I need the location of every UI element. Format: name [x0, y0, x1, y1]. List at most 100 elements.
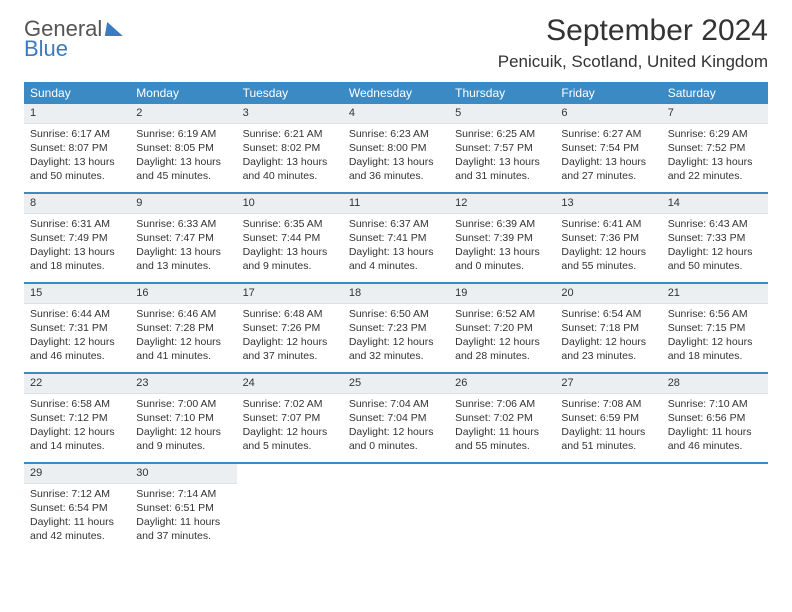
day-cell: 23Sunrise: 7:00 AMSunset: 7:10 PMDayligh…	[130, 374, 236, 462]
day-cell: 8Sunrise: 6:31 AMSunset: 7:49 PMDaylight…	[24, 194, 130, 282]
day-body: Sunrise: 7:12 AMSunset: 6:54 PMDaylight:…	[24, 484, 130, 550]
day-cell: 22Sunrise: 6:58 AMSunset: 7:12 PMDayligh…	[24, 374, 130, 462]
daylight-line: Daylight: 12 hours and 55 minutes.	[561, 245, 655, 273]
sunrise-line: Sunrise: 6:35 AM	[243, 217, 337, 231]
dayhead-tuesday: Tuesday	[237, 82, 343, 104]
daylight-line: Daylight: 13 hours and 4 minutes.	[349, 245, 443, 273]
day-number: 1	[24, 104, 130, 124]
sunrise-line: Sunrise: 7:00 AM	[136, 397, 230, 411]
day-body: Sunrise: 6:41 AMSunset: 7:36 PMDaylight:…	[555, 214, 661, 280]
sunset-line: Sunset: 6:59 PM	[561, 411, 655, 425]
sunset-line: Sunset: 7:36 PM	[561, 231, 655, 245]
sunrise-line: Sunrise: 7:12 AM	[30, 487, 124, 501]
sunset-line: Sunset: 7:47 PM	[136, 231, 230, 245]
day-number: 5	[449, 104, 555, 124]
day-cell	[555, 464, 661, 552]
daylight-line: Daylight: 12 hours and 9 minutes.	[136, 425, 230, 453]
daylight-line: Daylight: 13 hours and 9 minutes.	[243, 245, 337, 273]
daylight-line: Daylight: 12 hours and 23 minutes.	[561, 335, 655, 363]
day-number: 14	[662, 194, 768, 214]
location: Penicuik, Scotland, United Kingdom	[498, 52, 768, 72]
daylight-line: Daylight: 12 hours and 5 minutes.	[243, 425, 337, 453]
daylight-line: Daylight: 11 hours and 46 minutes.	[668, 425, 762, 453]
day-body: Sunrise: 7:10 AMSunset: 6:56 PMDaylight:…	[662, 394, 768, 460]
sunrise-line: Sunrise: 6:43 AM	[668, 217, 762, 231]
sunset-line: Sunset: 7:28 PM	[136, 321, 230, 335]
sunset-line: Sunset: 7:52 PM	[668, 141, 762, 155]
sunset-line: Sunset: 8:00 PM	[349, 141, 443, 155]
header: General Blue September 2024 Penicuik, Sc…	[24, 14, 768, 72]
day-cell: 11Sunrise: 6:37 AMSunset: 7:41 PMDayligh…	[343, 194, 449, 282]
day-cell: 3Sunrise: 6:21 AMSunset: 8:02 PMDaylight…	[237, 104, 343, 192]
sunset-line: Sunset: 7:44 PM	[243, 231, 337, 245]
daylight-line: Daylight: 11 hours and 51 minutes.	[561, 425, 655, 453]
sunset-line: Sunset: 7:04 PM	[349, 411, 443, 425]
dayhead-saturday: Saturday	[662, 82, 768, 104]
day-cell: 17Sunrise: 6:48 AMSunset: 7:26 PMDayligh…	[237, 284, 343, 372]
day-body: Sunrise: 6:21 AMSunset: 8:02 PMDaylight:…	[237, 124, 343, 190]
sunset-line: Sunset: 6:56 PM	[668, 411, 762, 425]
day-body: Sunrise: 7:04 AMSunset: 7:04 PMDaylight:…	[343, 394, 449, 460]
sunrise-line: Sunrise: 6:37 AM	[349, 217, 443, 231]
day-cell	[662, 464, 768, 552]
day-cell: 15Sunrise: 6:44 AMSunset: 7:31 PMDayligh…	[24, 284, 130, 372]
day-body: Sunrise: 6:43 AMSunset: 7:33 PMDaylight:…	[662, 214, 768, 280]
sunset-line: Sunset: 8:05 PM	[136, 141, 230, 155]
day-body: Sunrise: 6:56 AMSunset: 7:15 PMDaylight:…	[662, 304, 768, 370]
sunset-line: Sunset: 7:07 PM	[243, 411, 337, 425]
day-number: 23	[130, 374, 236, 394]
day-body: Sunrise: 6:35 AMSunset: 7:44 PMDaylight:…	[237, 214, 343, 280]
sunset-line: Sunset: 7:10 PM	[136, 411, 230, 425]
week-row: 22Sunrise: 6:58 AMSunset: 7:12 PMDayligh…	[24, 374, 768, 464]
day-body: Sunrise: 7:14 AMSunset: 6:51 PMDaylight:…	[130, 484, 236, 550]
sunset-line: Sunset: 7:20 PM	[455, 321, 549, 335]
daylight-line: Daylight: 12 hours and 14 minutes.	[30, 425, 124, 453]
day-number: 6	[555, 104, 661, 124]
week-row: 8Sunrise: 6:31 AMSunset: 7:49 PMDaylight…	[24, 194, 768, 284]
day-body: Sunrise: 6:46 AMSunset: 7:28 PMDaylight:…	[130, 304, 236, 370]
day-body: Sunrise: 6:44 AMSunset: 7:31 PMDaylight:…	[24, 304, 130, 370]
daylight-line: Daylight: 13 hours and 18 minutes.	[30, 245, 124, 273]
sunset-line: Sunset: 7:33 PM	[668, 231, 762, 245]
sunrise-line: Sunrise: 6:44 AM	[30, 307, 124, 321]
day-number: 4	[343, 104, 449, 124]
sunrise-line: Sunrise: 6:33 AM	[136, 217, 230, 231]
day-cell: 2Sunrise: 6:19 AMSunset: 8:05 PMDaylight…	[130, 104, 236, 192]
daylight-line: Daylight: 12 hours and 37 minutes.	[243, 335, 337, 363]
sunset-line: Sunset: 7:49 PM	[30, 231, 124, 245]
day-cell: 6Sunrise: 6:27 AMSunset: 7:54 PMDaylight…	[555, 104, 661, 192]
day-cell: 20Sunrise: 6:54 AMSunset: 7:18 PMDayligh…	[555, 284, 661, 372]
day-number: 27	[555, 374, 661, 394]
sunrise-line: Sunrise: 6:17 AM	[30, 127, 124, 141]
day-number: 22	[24, 374, 130, 394]
daylight-line: Daylight: 13 hours and 50 minutes.	[30, 155, 124, 183]
sunrise-line: Sunrise: 7:04 AM	[349, 397, 443, 411]
sunrise-line: Sunrise: 6:54 AM	[561, 307, 655, 321]
sunrise-line: Sunrise: 7:06 AM	[455, 397, 549, 411]
day-body: Sunrise: 7:00 AMSunset: 7:10 PMDaylight:…	[130, 394, 236, 460]
day-body: Sunrise: 7:02 AMSunset: 7:07 PMDaylight:…	[237, 394, 343, 460]
sunrise-line: Sunrise: 6:31 AM	[30, 217, 124, 231]
day-body: Sunrise: 6:17 AMSunset: 8:07 PMDaylight:…	[24, 124, 130, 190]
daylight-line: Daylight: 13 hours and 13 minutes.	[136, 245, 230, 273]
dayhead-row: SundayMondayTuesdayWednesdayThursdayFrid…	[24, 82, 768, 104]
calendar: SundayMondayTuesdayWednesdayThursdayFrid…	[24, 82, 768, 552]
sunrise-line: Sunrise: 7:14 AM	[136, 487, 230, 501]
sunset-line: Sunset: 7:54 PM	[561, 141, 655, 155]
logo-text-blue: Blue	[24, 38, 124, 60]
daylight-line: Daylight: 13 hours and 45 minutes.	[136, 155, 230, 183]
week-row: 15Sunrise: 6:44 AMSunset: 7:31 PMDayligh…	[24, 284, 768, 374]
day-cell: 25Sunrise: 7:04 AMSunset: 7:04 PMDayligh…	[343, 374, 449, 462]
sunrise-line: Sunrise: 6:41 AM	[561, 217, 655, 231]
sunrise-line: Sunrise: 6:58 AM	[30, 397, 124, 411]
day-body: Sunrise: 6:50 AMSunset: 7:23 PMDaylight:…	[343, 304, 449, 370]
day-cell: 5Sunrise: 6:25 AMSunset: 7:57 PMDaylight…	[449, 104, 555, 192]
sunrise-line: Sunrise: 6:48 AM	[243, 307, 337, 321]
daylight-line: Daylight: 12 hours and 0 minutes.	[349, 425, 443, 453]
day-cell: 18Sunrise: 6:50 AMSunset: 7:23 PMDayligh…	[343, 284, 449, 372]
weeks-container: 1Sunrise: 6:17 AMSunset: 8:07 PMDaylight…	[24, 104, 768, 552]
dayhead-monday: Monday	[130, 82, 236, 104]
day-number: 28	[662, 374, 768, 394]
day-body: Sunrise: 6:31 AMSunset: 7:49 PMDaylight:…	[24, 214, 130, 280]
daylight-line: Daylight: 12 hours and 18 minutes.	[668, 335, 762, 363]
